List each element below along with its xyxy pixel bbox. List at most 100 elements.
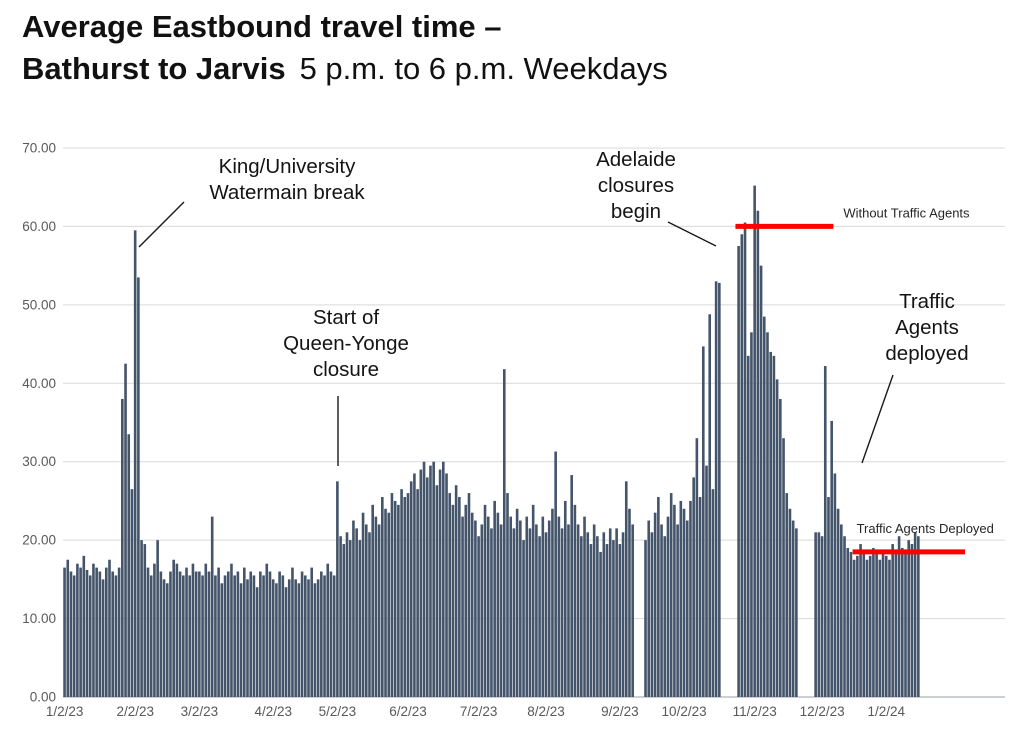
bar: [236, 571, 240, 697]
bar: [563, 500, 567, 697]
bar: [531, 504, 535, 697]
bar: [573, 504, 577, 697]
bar: [788, 508, 792, 697]
bar: [438, 469, 442, 697]
bar: [701, 346, 705, 697]
bar: [66, 559, 70, 697]
bar: [718, 282, 721, 697]
bar: [894, 551, 898, 697]
bar: [554, 451, 557, 697]
annotation-queen_yonge: Start of: [313, 306, 379, 329]
bar: [743, 222, 747, 697]
bar: [907, 540, 911, 697]
annotation-pointer-watermain: [138, 201, 185, 248]
bar: [470, 512, 474, 697]
bar: [596, 536, 599, 697]
bar: [522, 540, 525, 697]
bar: [140, 540, 143, 697]
bar: [846, 547, 850, 697]
bar: [114, 575, 118, 697]
bar: [624, 481, 628, 697]
x-axis-tick-label: 1/2/24: [868, 704, 906, 719]
title-line-1: Average Eastbound travel time –: [22, 9, 502, 44]
bar: [441, 461, 445, 697]
bar: [182, 575, 185, 697]
bar: [169, 571, 172, 697]
bar: [464, 504, 468, 697]
bar: [917, 536, 920, 697]
bar: [872, 547, 875, 697]
bar: [859, 544, 862, 697]
bar: [422, 461, 426, 697]
bar: [223, 575, 227, 697]
bar: [769, 351, 773, 697]
bar: [249, 571, 253, 697]
bar: [682, 508, 686, 697]
title-line-2-bold: Bathurst to Jarvis: [22, 51, 286, 86]
bar: [374, 516, 378, 697]
bar: [650, 532, 654, 697]
bar: [657, 497, 660, 697]
bar: [891, 544, 894, 697]
bar: [557, 516, 561, 697]
annotation-agents_deployed: deployed: [885, 342, 968, 365]
annotation-pointer-agents_deployed: [861, 374, 894, 464]
bar: [265, 563, 269, 697]
bar: [355, 528, 358, 697]
x-axis-tick-label: 5/2/23: [319, 704, 357, 719]
bar: [666, 516, 670, 697]
bar: [506, 493, 509, 697]
bar: [121, 398, 124, 697]
title-line-2: Bathurst to Jarvis 5 p.m. to 6 p.m. Weekd…: [22, 48, 668, 90]
annotation-pointer-adelaide: [667, 221, 717, 247]
bar: [246, 579, 249, 697]
y-axis-tick-label: 60.00: [22, 219, 56, 234]
bar: [865, 559, 869, 697]
bar: [435, 485, 439, 697]
bar: [294, 579, 297, 697]
x-axis-tick-label: 11/2/23: [733, 704, 777, 719]
bar: [605, 544, 609, 697]
bar: [737, 246, 740, 698]
x-axis-tick-label: 12/2/23: [800, 704, 845, 719]
bar: [608, 528, 612, 697]
bar: [371, 504, 374, 697]
bar: [599, 551, 602, 697]
bar: [714, 281, 718, 697]
bar: [615, 528, 618, 697]
bar: [612, 540, 615, 697]
y-axis-tick-label: 30.00: [22, 454, 56, 469]
bar: [201, 575, 204, 697]
bar: [679, 500, 683, 697]
bar: [63, 567, 66, 697]
bar: [358, 540, 362, 697]
bar: [275, 583, 278, 697]
x-axis-tick-label: 8/2/23: [527, 704, 565, 719]
bar: [287, 579, 291, 697]
bar: [291, 567, 294, 697]
bar: [262, 575, 265, 697]
bar: [88, 575, 92, 697]
bar: [165, 583, 169, 697]
bar: [461, 516, 464, 697]
bar: [146, 567, 150, 697]
bar: [313, 583, 317, 697]
bar: [502, 369, 506, 697]
bar: [830, 420, 833, 697]
bar: [72, 575, 76, 697]
bar: [332, 575, 336, 697]
y-axis-tick-label: 40.00: [22, 376, 56, 391]
bar: [230, 563, 233, 697]
bar: [345, 532, 349, 697]
bar: [191, 563, 195, 697]
bar: [576, 524, 580, 697]
bar: [194, 571, 198, 697]
bar: [669, 493, 673, 697]
bar: [660, 524, 663, 697]
bar: [95, 567, 98, 697]
bar: [477, 536, 480, 697]
bar: [69, 571, 73, 697]
bar: [756, 210, 760, 697]
bar: [852, 559, 856, 697]
bar: [271, 579, 275, 697]
